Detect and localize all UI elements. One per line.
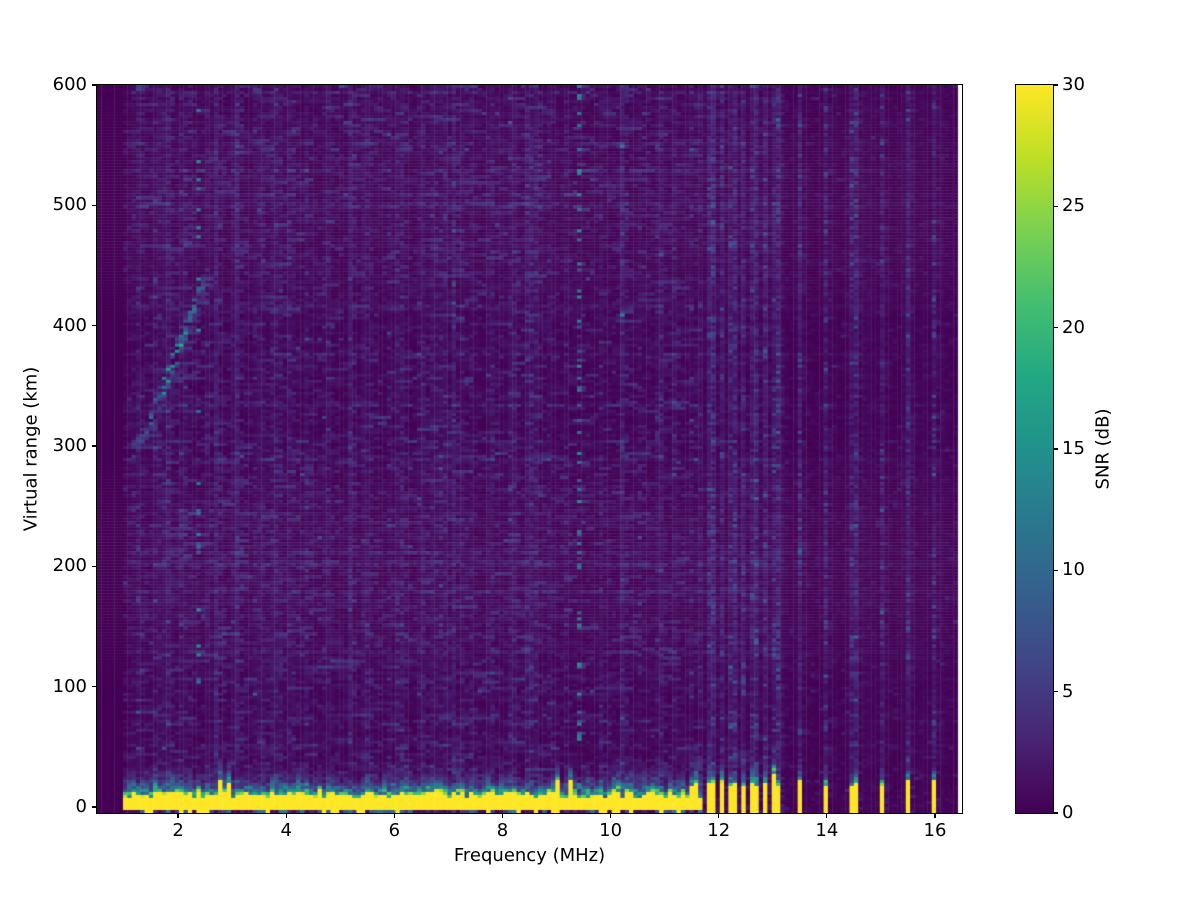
y-tick-label: 100	[52, 675, 87, 697]
x-tick-label: 14	[815, 820, 839, 841]
x-tick-label: 4	[280, 820, 292, 841]
y-tick-label: 0	[75, 795, 87, 817]
colorbar-tick-label: 10	[1062, 559, 1085, 581]
colorbar-tick-mark	[1054, 569, 1058, 571]
x-tick-mark	[718, 814, 720, 818]
colorbar-tick-mark	[1054, 812, 1058, 814]
x-tick-mark	[501, 814, 504, 818]
colorbar-tick-label: 25	[1062, 195, 1085, 217]
x-tick-mark	[609, 814, 612, 818]
plot-area	[96, 84, 963, 814]
x-axis-label: Frequency (MHz)	[453, 845, 606, 866]
y-tick-label: 200	[52, 555, 87, 577]
colorbar-tick-label: 30	[1062, 74, 1085, 95]
colorbar-tick-label: 20	[1062, 316, 1085, 338]
y-tick-label: 300	[52, 434, 87, 456]
colorbar-tick-mark	[1054, 327, 1058, 329]
colorbar-tick-mark	[1054, 205, 1058, 207]
x-tick-mark	[177, 814, 179, 818]
y-tick-mark	[92, 84, 96, 86]
x-tick-mark	[393, 814, 395, 818]
colorbar-tick-label: 15	[1062, 438, 1085, 459]
colorbar-label: SNR (dB)	[1092, 408, 1114, 490]
x-tick-mark	[826, 814, 828, 818]
y-tick-label: 500	[52, 194, 87, 216]
y-tick-mark	[92, 686, 96, 688]
x-tick-label: 10	[599, 820, 623, 841]
x-tick-label: 8	[496, 820, 509, 841]
heatmap-canvas	[97, 85, 962, 813]
colorbar-tick-label: 5	[1062, 680, 1074, 702]
y-tick-mark	[92, 565, 96, 567]
x-tick-label: 16	[923, 820, 947, 841]
colorbar-gradient	[1016, 85, 1053, 813]
x-tick-label: 2	[172, 820, 184, 841]
y-tick-mark	[92, 204, 96, 206]
x-tick-mark	[934, 814, 936, 818]
colorbar-tick-mark	[1054, 448, 1058, 450]
y-tick-mark	[92, 325, 96, 327]
x-tick-label: 12	[707, 820, 731, 841]
y-tick-mark	[92, 806, 96, 808]
y-tick-mark	[92, 445, 96, 447]
y-tick-label: 600	[52, 74, 87, 95]
colorbar-tick-mark	[1054, 84, 1058, 86]
colorbar-tick-label: 0	[1062, 802, 1074, 823]
x-tick-label: 6	[388, 820, 401, 841]
y-tick-label: 400	[52, 314, 87, 336]
x-tick-mark	[285, 814, 287, 818]
colorbar	[1015, 84, 1054, 814]
colorbar-tick-mark	[1054, 691, 1058, 693]
